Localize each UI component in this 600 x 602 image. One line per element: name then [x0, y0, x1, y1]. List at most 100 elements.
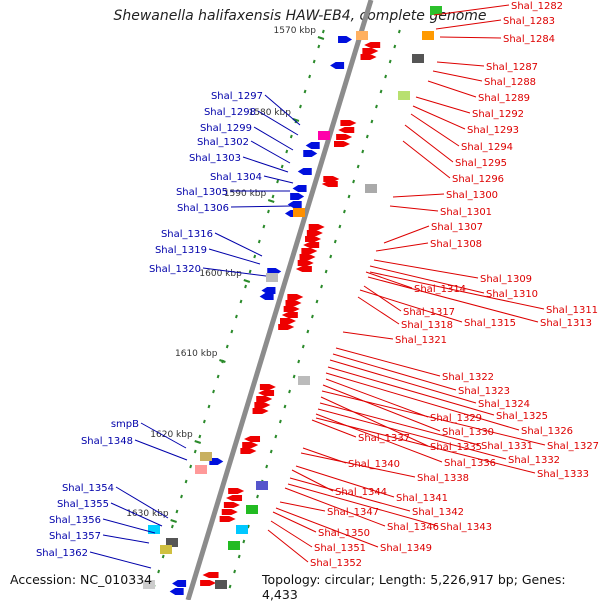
gene-label-shal_1287[interactable]: Shal_1287: [486, 62, 538, 73]
gene-minus-arrow[interactable]: [256, 396, 273, 402]
gene-minus-arrow[interactable]: [338, 127, 355, 133]
gene-minus-arrow[interactable]: [281, 312, 298, 318]
gene-label-shal_1354[interactable]: Shal_1354: [62, 483, 114, 494]
gene-plus-arrow[interactable]: [287, 201, 302, 208]
gene-label-shal_1341[interactable]: Shal_1341: [396, 493, 448, 504]
gene-plus-arrow[interactable]: [290, 193, 305, 200]
gene-minus-arrow[interactable]: [323, 176, 340, 182]
gene-label-shal_1301[interactable]: Shal_1301: [440, 207, 492, 218]
gene-feature-box[interactable]: [228, 541, 240, 550]
gene-label-shal_1332[interactable]: Shal_1332: [508, 455, 560, 466]
gene-minus-arrow[interactable]: [254, 402, 271, 408]
gene-plus-arrow[interactable]: [261, 287, 276, 294]
gene-label-shal_1309[interactable]: Shal_1309: [480, 274, 532, 285]
gene-feature-box[interactable]: [236, 525, 248, 534]
gene-feature-box[interactable]: [430, 6, 442, 15]
gene-feature-box[interactable]: [266, 273, 278, 282]
gene-label-shal_1295[interactable]: Shal_1295: [455, 158, 507, 169]
gene-plus-arrow[interactable]: [172, 580, 187, 587]
gene-feature-box[interactable]: [160, 545, 172, 554]
gene-feature-box[interactable]: [166, 538, 178, 547]
gene-label-shal_1337[interactable]: Shal_1337: [358, 433, 410, 444]
gene-label-shal_1282[interactable]: Shal_1282: [511, 1, 563, 12]
gene-minus-arrow[interactable]: [306, 230, 323, 236]
gene-minus-arrow[interactable]: [200, 580, 217, 586]
gene-feature-box[interactable]: [293, 208, 305, 217]
gene-plus-arrow[interactable]: [259, 293, 274, 300]
gene-plus-arrow[interactable]: [330, 62, 345, 69]
gene-label-shal_1313[interactable]: Shal_1313: [540, 318, 592, 329]
gene-label-shal_1342[interactable]: Shal_1342: [412, 507, 464, 518]
gene-label-smpb[interactable]: smpB: [111, 419, 139, 430]
gene-minus-arrow[interactable]: [219, 516, 236, 522]
gene-label-shal_1293[interactable]: Shal_1293: [467, 125, 519, 136]
gene-label-shal_1327[interactable]: Shal_1327: [547, 441, 599, 452]
gene-minus-arrow[interactable]: [228, 488, 245, 494]
gene-label-shal_1289[interactable]: Shal_1289: [478, 93, 530, 104]
gene-label-shal_1308[interactable]: Shal_1308: [430, 239, 482, 250]
gene-label-shal_1317[interactable]: Shal_1317: [403, 307, 455, 318]
gene-feature-box[interactable]: [143, 580, 155, 589]
gene-label-shal_1321[interactable]: Shal_1321: [395, 335, 447, 346]
gene-feature-box[interactable]: [148, 525, 160, 534]
gene-label-shal_1288[interactable]: Shal_1288: [484, 77, 536, 88]
gene-feature-box[interactable]: [200, 452, 212, 461]
gene-label-shal_1296[interactable]: Shal_1296: [452, 174, 504, 185]
gene-label-shal_1284[interactable]: Shal_1284: [503, 34, 555, 45]
gene-minus-arrow[interactable]: [305, 236, 322, 242]
gene-minus-arrow[interactable]: [221, 509, 238, 515]
gene-minus-arrow[interactable]: [202, 572, 219, 578]
gene-minus-arrow[interactable]: [364, 42, 381, 48]
gene-label-shal_1355[interactable]: Shal_1355: [57, 499, 109, 510]
gene-feature-box[interactable]: [318, 131, 330, 140]
gene-feature-box[interactable]: [356, 31, 368, 40]
gene-label-shal_1318[interactable]: Shal_1318: [401, 320, 453, 331]
gene-label-shal_1300[interactable]: Shal_1300: [446, 190, 498, 201]
gene-label-shal_1324[interactable]: Shal_1324: [478, 399, 530, 410]
gene-label-shal_1299[interactable]: Shal_1299: [200, 123, 252, 134]
gene-label-shal_1314[interactable]: Shal_1314: [414, 284, 466, 295]
gene-label-shal_1304[interactable]: Shal_1304: [210, 172, 262, 183]
gene-feature-box[interactable]: [298, 376, 310, 385]
gene-label-shal_1340[interactable]: Shal_1340: [348, 459, 400, 470]
gene-label-shal_1326[interactable]: Shal_1326: [521, 426, 573, 437]
gene-label-shal_1349[interactable]: Shal_1349: [380, 543, 432, 554]
gene-minus-arrow[interactable]: [336, 134, 353, 140]
gene-plus-arrow[interactable]: [303, 150, 318, 157]
gene-minus-arrow[interactable]: [287, 294, 304, 300]
gene-label-shal_1338[interactable]: Shal_1338: [417, 473, 469, 484]
gene-label-shal_1305[interactable]: Shal_1305: [176, 187, 228, 198]
gene-minus-arrow[interactable]: [252, 408, 269, 414]
gene-label-shal_1329[interactable]: Shal_1329: [430, 413, 482, 424]
gene-label-shal_1294[interactable]: Shal_1294: [461, 142, 513, 153]
gene-minus-arrow[interactable]: [283, 306, 300, 312]
gene-label-shal_1336[interactable]: Shal_1336: [444, 458, 496, 469]
gene-label-shal_1348[interactable]: Shal_1348: [81, 436, 133, 447]
gene-minus-arrow[interactable]: [360, 54, 377, 60]
gene-label-shal_1356[interactable]: Shal_1356: [49, 515, 101, 526]
gene-minus-arrow[interactable]: [242, 442, 259, 448]
gene-minus-arrow[interactable]: [226, 495, 243, 501]
gene-feature-box[interactable]: [412, 54, 424, 63]
gene-minus-arrow[interactable]: [280, 318, 297, 324]
gene-label-shal_1307[interactable]: Shal_1307: [431, 222, 483, 233]
gene-label-shal_1325[interactable]: Shal_1325: [496, 411, 548, 422]
gene-feature-box[interactable]: [422, 31, 434, 40]
gene-label-shal_1316[interactable]: Shal_1316: [161, 229, 213, 240]
gene-plus-arrow[interactable]: [305, 142, 320, 149]
gene-minus-arrow[interactable]: [340, 120, 357, 126]
gene-minus-arrow[interactable]: [259, 384, 276, 390]
gene-feature-box[interactable]: [246, 505, 258, 514]
gene-minus-arrow[interactable]: [258, 390, 275, 396]
gene-feature-box[interactable]: [195, 465, 207, 474]
gene-minus-arrow[interactable]: [297, 260, 314, 266]
gene-plus-arrow[interactable]: [209, 458, 224, 465]
gene-label-shal_1297[interactable]: Shal_1297: [211, 91, 263, 102]
gene-minus-arrow[interactable]: [223, 502, 240, 508]
gene-feature-box[interactable]: [256, 481, 268, 490]
gene-label-shal_1298[interactable]: Shal_1298: [204, 107, 256, 118]
gene-label-shal_1302[interactable]: Shal_1302: [197, 137, 249, 148]
gene-label-shal_1335[interactable]: Shal_1335: [430, 442, 482, 453]
gene-minus-arrow[interactable]: [240, 448, 257, 454]
gene-label-shal_1352[interactable]: Shal_1352: [310, 558, 362, 569]
